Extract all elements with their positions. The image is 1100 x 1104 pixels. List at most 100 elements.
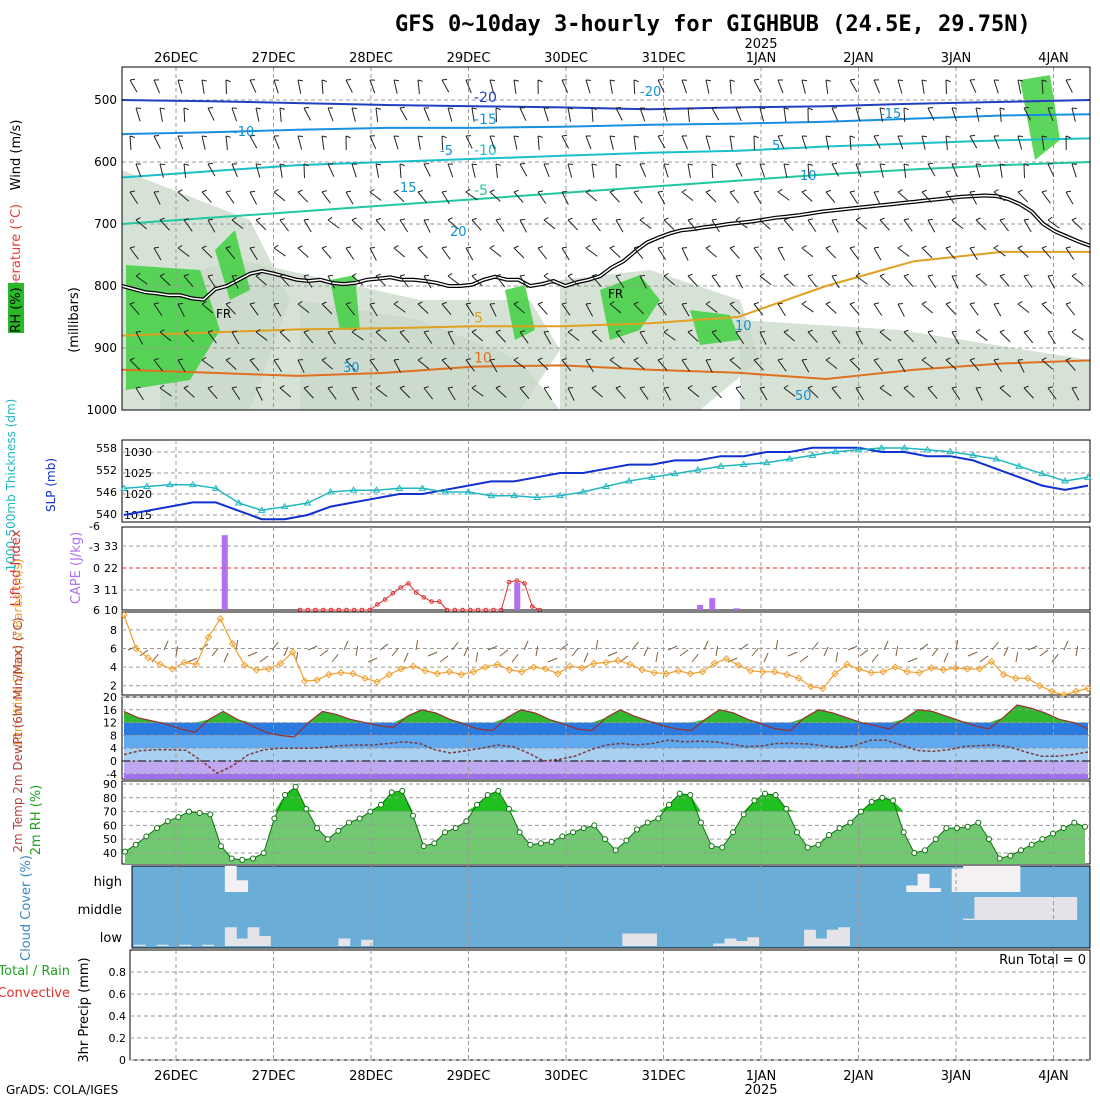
cape-bar	[514, 583, 520, 610]
rh-marker	[240, 857, 245, 862]
cloud-middle-bar	[1020, 897, 1032, 920]
rh-marker	[272, 816, 277, 821]
rh-marker	[1061, 826, 1066, 831]
rh-marker	[293, 784, 298, 789]
rh-marker	[571, 830, 576, 835]
rh-marker	[827, 833, 832, 838]
rh-marker	[699, 820, 704, 825]
rh-marker	[848, 820, 853, 825]
rh-marker	[709, 844, 714, 849]
rh-marker	[539, 841, 544, 846]
wind-barb-flag	[490, 80, 495, 81]
rh-axis-label: RH (%)	[9, 287, 24, 332]
rh-marker	[421, 844, 426, 849]
wind-barb-flag	[712, 107, 717, 108]
rh-marker	[613, 848, 618, 853]
lifted-index-tick-label: -6	[89, 520, 100, 533]
rh-marker	[315, 826, 320, 831]
wind-barb-flag	[208, 219, 213, 220]
cloud-low-bar	[815, 939, 827, 947]
temp-tick-label: 12	[103, 717, 117, 730]
temp-tick-label: 8	[110, 729, 117, 742]
wind-barb-flag	[370, 247, 375, 248]
cloud-low-bar	[736, 941, 748, 946]
rh-marker	[741, 812, 746, 817]
cape-bar	[709, 598, 715, 610]
bottom-year-label: 2025	[744, 1083, 777, 1098]
footer-credit: GrADS: COLA/IGES	[6, 1083, 118, 1097]
wind-tick-label: 8	[110, 624, 117, 637]
rh-marker	[944, 826, 949, 831]
bottom-date-label: 2JAN	[843, 1069, 874, 1084]
rh-marker	[507, 806, 512, 811]
wind-barb-flag	[1018, 136, 1023, 137]
cloud-low-bar	[225, 927, 237, 946]
rh-marker	[325, 837, 330, 842]
rh-tick-label: 90	[103, 778, 117, 791]
rh-marker	[603, 837, 608, 842]
rh-marker	[389, 790, 394, 795]
pressure-tick-label: 800	[94, 279, 117, 293]
precip-axis-label: 3hr Precip (mm)	[77, 957, 92, 1062]
rh-marker	[773, 793, 778, 798]
wind-barb-flag	[1024, 107, 1029, 108]
rh-marker	[176, 815, 181, 820]
wind-barb-flag	[664, 387, 669, 388]
rh-marker	[133, 842, 138, 847]
wind-barb-flag	[136, 331, 141, 332]
wind-barb-flag	[778, 247, 783, 248]
rh-marker	[229, 856, 234, 861]
wind-barb-flag	[298, 136, 303, 137]
cloud-low-bar	[338, 939, 350, 947]
precip-convective-label: Convective	[0, 986, 70, 1001]
wind-barb-flag	[586, 303, 591, 304]
contour-label: 15	[400, 181, 417, 196]
rh-marker	[976, 820, 981, 825]
freezing-label: FR	[608, 287, 623, 301]
wind-barb-flag	[562, 135, 567, 136]
wind-barb-flag	[880, 164, 885, 165]
rh-marker	[219, 844, 224, 849]
top-date-label: 1JAN	[746, 51, 777, 66]
wind-barb-flag	[394, 80, 399, 81]
wind-barb-flag	[424, 163, 429, 164]
rh-marker	[453, 826, 458, 831]
rh-marker	[624, 838, 629, 843]
contour-label: 5	[772, 139, 780, 154]
lifted-index-tick-label: -3	[89, 541, 100, 554]
temp-band	[124, 774, 1088, 779]
cloud-row-label-middle: middle	[78, 903, 122, 918]
cloud-high-bar	[236, 880, 248, 892]
rh-marker	[261, 850, 266, 855]
rh-marker	[859, 809, 864, 814]
rh-marker	[752, 798, 757, 803]
wind-barb-flag	[640, 275, 645, 276]
cloud-middle-bar	[997, 897, 1009, 920]
bottom-date-label: 26DEC	[154, 1069, 198, 1084]
top-date-label: 27DEC	[252, 51, 296, 66]
wind-barb-flag	[178, 303, 183, 304]
rh-marker	[816, 842, 821, 847]
wind-tick-label: 6	[110, 643, 117, 656]
contour-label: 30	[343, 361, 360, 376]
wind-panel-frame	[122, 612, 1090, 695]
slp-tick-label: 1025	[124, 467, 152, 480]
rh-marker	[837, 826, 842, 831]
cloud-low-bar	[713, 944, 725, 947]
precip-tick-label: 0.2	[109, 1032, 127, 1045]
top-year-label: 2025	[744, 37, 777, 52]
bottom-date-label: 31DEC	[642, 1069, 686, 1084]
rh-marker	[400, 788, 405, 793]
wind-barb-flag	[442, 79, 447, 80]
rh-marker	[997, 856, 1002, 861]
isotherm-label: -15	[474, 112, 497, 128]
wind-barb-flag	[520, 219, 525, 220]
temp-tick-label: 20	[103, 691, 117, 704]
wind-barb-flag	[976, 387, 981, 388]
cloud-low-bar	[248, 927, 260, 946]
cloud-middle-bar	[1065, 897, 1077, 920]
cape-bar	[697, 605, 703, 610]
rh-marker	[933, 837, 938, 842]
rh-marker	[795, 830, 800, 835]
